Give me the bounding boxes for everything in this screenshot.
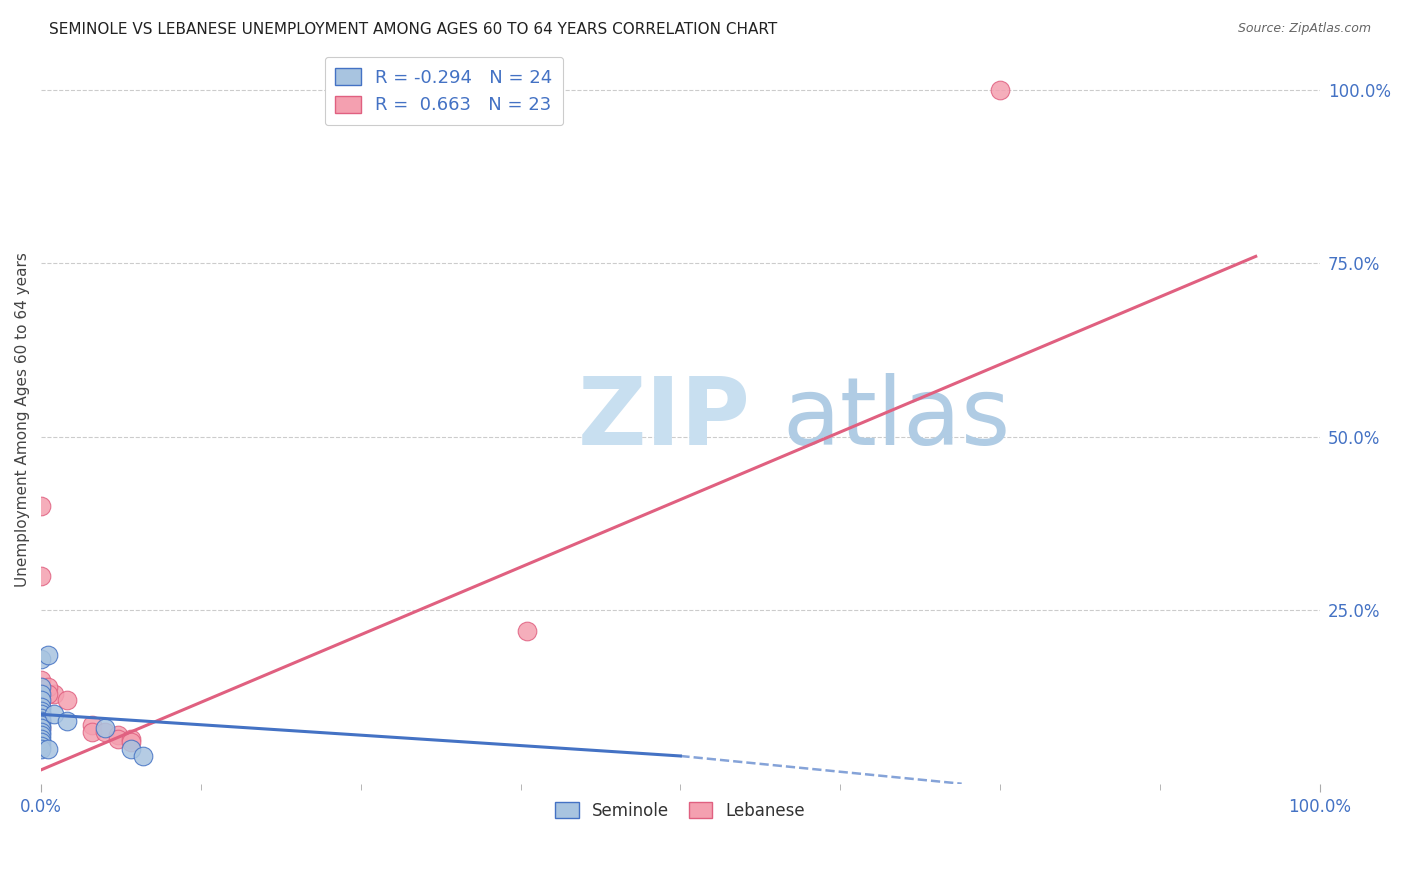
Point — [30, 735, 52, 749]
Point — [30, 707, 52, 722]
Point — [82, 718, 104, 732]
Point — [37, 648, 59, 663]
Point — [30, 721, 52, 735]
Point — [30, 680, 52, 694]
Point — [30, 568, 52, 582]
Y-axis label: Unemployment Among Ages 60 to 64 years: Unemployment Among Ages 60 to 64 years — [15, 252, 30, 587]
Point — [120, 742, 142, 756]
Point — [30, 499, 52, 513]
Point — [107, 728, 129, 742]
Point — [30, 731, 52, 746]
Point — [30, 700, 52, 714]
Point — [42, 707, 65, 722]
Point — [94, 721, 117, 735]
Point — [30, 739, 52, 753]
Point — [30, 714, 52, 729]
Point — [37, 686, 59, 700]
Point — [55, 714, 77, 729]
Point — [94, 724, 117, 739]
Point — [107, 731, 129, 746]
Point — [132, 749, 155, 764]
Legend: Seminole, Lebanese: Seminole, Lebanese — [548, 795, 813, 826]
Point — [37, 680, 59, 694]
Point — [82, 724, 104, 739]
Point — [120, 731, 142, 746]
Point — [30, 724, 52, 739]
Text: SEMINOLE VS LEBANESE UNEMPLOYMENT AMONG AGES 60 TO 64 YEARS CORRELATION CHART: SEMINOLE VS LEBANESE UNEMPLOYMENT AMONG … — [49, 22, 778, 37]
Point — [30, 711, 52, 725]
Point — [516, 624, 538, 638]
Point — [30, 693, 52, 707]
Point — [30, 673, 52, 687]
Point — [30, 686, 52, 700]
Point — [30, 693, 52, 707]
Point — [55, 693, 77, 707]
Point — [120, 735, 142, 749]
Text: ZIP: ZIP — [578, 374, 751, 466]
Text: atlas: atlas — [783, 374, 1011, 466]
Point — [30, 680, 52, 694]
Text: Source: ZipAtlas.com: Source: ZipAtlas.com — [1237, 22, 1371, 36]
Point — [30, 718, 52, 732]
Point — [30, 742, 52, 756]
Point — [988, 83, 1011, 97]
Point — [37, 742, 59, 756]
Point — [30, 714, 52, 729]
Point — [30, 704, 52, 718]
Point — [30, 721, 52, 735]
Point — [30, 686, 52, 700]
Point — [30, 700, 52, 714]
Point — [42, 686, 65, 700]
Point — [30, 707, 52, 722]
Point — [30, 652, 52, 666]
Point — [30, 728, 52, 742]
